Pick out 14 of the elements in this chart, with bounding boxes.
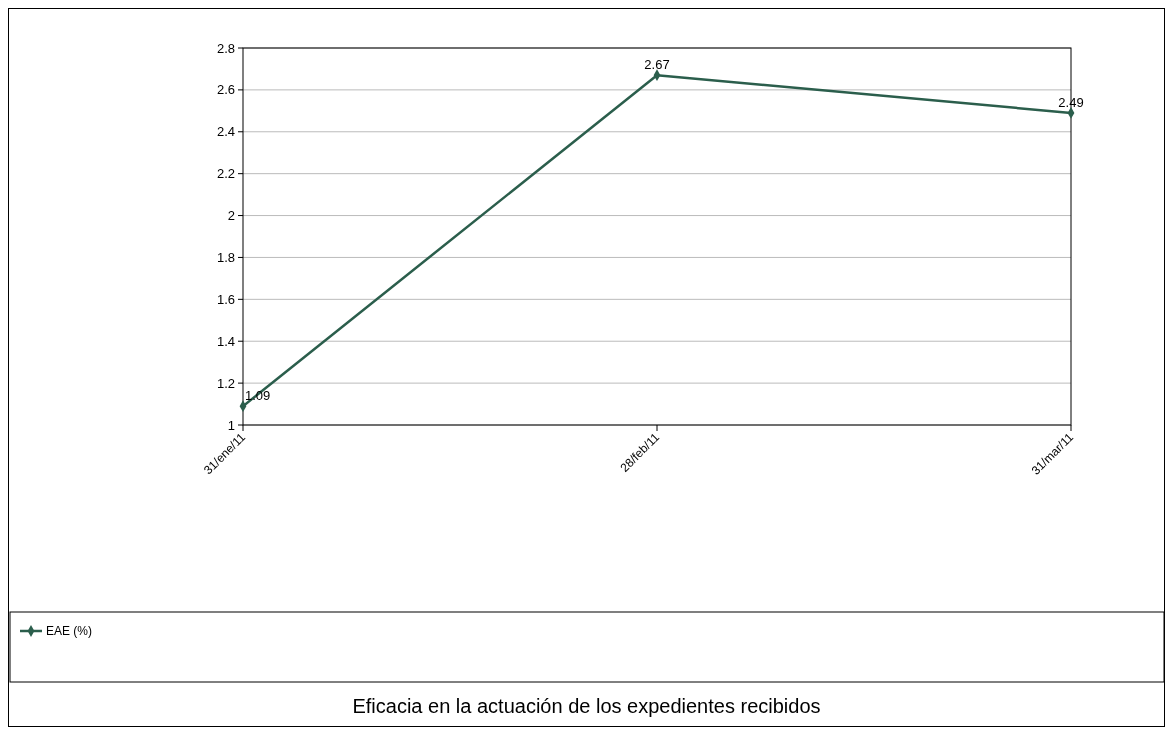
y-tick-label: 2	[227, 208, 235, 224]
y-tick-label: 1.6	[216, 291, 235, 307]
y-tick-label: 2.8	[216, 40, 235, 56]
text: Eficacia en la actuación de los expedientes recibidos	[352, 695, 821, 717]
y-tick-label: 1	[227, 417, 235, 433]
data-label: 2.49	[1058, 94, 1084, 110]
y-tick-label: 2.6	[216, 82, 235, 98]
y-tick-label: 1.8	[216, 249, 235, 265]
y-tick-label: 2.4	[216, 124, 235, 140]
legend-label: EAE (%)	[46, 624, 93, 639]
y-tick-label: 1.2	[216, 375, 235, 391]
y-tick-label: 2.2	[216, 166, 235, 182]
data-label: 2.67	[644, 57, 670, 73]
y-tick-label: 1.4	[216, 333, 235, 349]
